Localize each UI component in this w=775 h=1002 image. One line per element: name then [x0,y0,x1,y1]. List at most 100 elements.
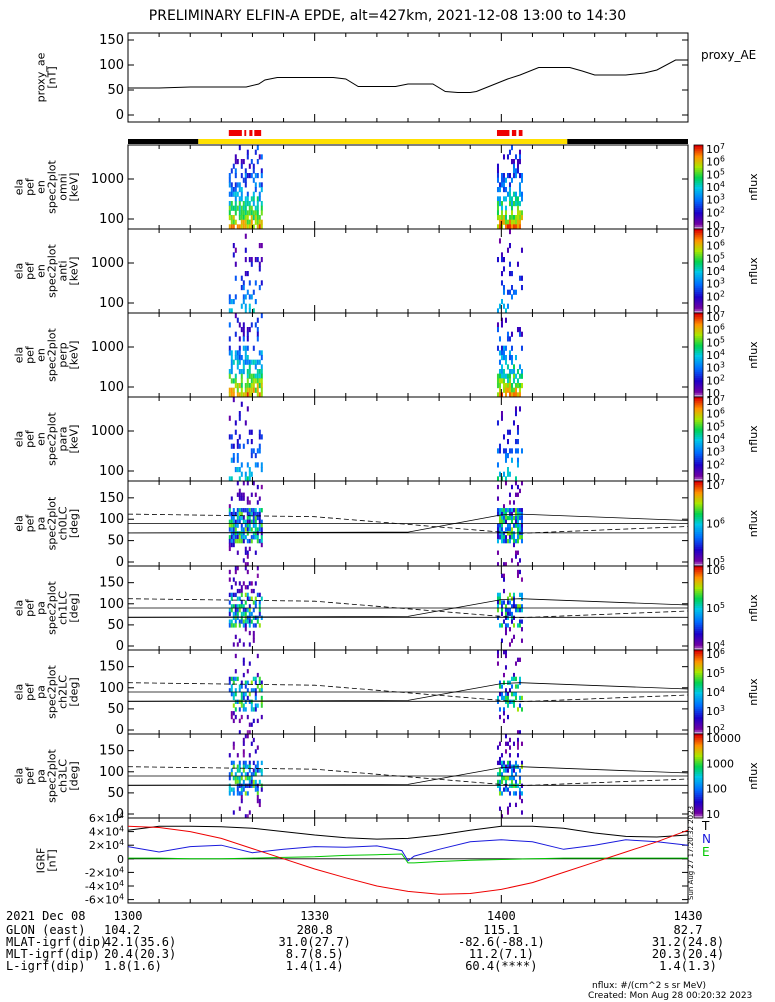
spectro-cell [242,205,245,211]
spectro-cell [244,182,247,188]
spectro-cell [242,611,245,617]
spectro-cell [232,642,235,647]
colorbar-cell [694,336,703,339]
spectro-cell [246,585,249,590]
spectro-cell [260,210,263,216]
pa_ch1-ylabel: pa [35,601,48,615]
colorbar-cell [694,277,703,280]
spectro-cell [510,699,513,704]
spectro-cell [510,535,513,540]
spectro-cell [256,653,259,659]
spectro-cell [258,224,261,230]
spectro-cell [240,303,243,309]
spectro-cell [516,369,519,375]
spectro-cell [258,215,261,221]
spectro-cell [240,508,243,513]
spectro-cell [252,707,255,712]
colorbar-cell [694,224,703,228]
colorbar-tick-label: 105 [706,666,725,680]
colorbar-cell [694,704,703,708]
en_perp-ylabel: pef [24,345,37,364]
spectro-cell [512,191,515,197]
spectro-cell [518,768,521,773]
spectro-cell [240,191,243,197]
spectro-cell [510,611,513,617]
spectro-cell [240,776,243,781]
spectro-cell [260,224,263,230]
spectro-cell [500,350,503,356]
colorbar-cell [694,784,703,787]
spectro-cell [254,210,257,216]
colorbar-cell [694,359,703,362]
spectro-cell [228,308,231,314]
spectro-cell [256,783,259,788]
ephem-value: 60.4(****) [465,959,537,973]
spectro-cell [508,350,511,356]
spectro-cell [238,467,241,473]
proxy-ae-line [128,59,688,93]
colorbar-cell [694,283,703,287]
spectro-cell [506,760,509,766]
ephem-value: 31.0(27.7) [279,935,351,949]
spectro-cell [508,215,511,221]
colorbar-cell [694,212,703,215]
colorbar-cell [694,738,703,741]
spectro-cell [254,205,257,211]
spectro-cell [258,191,261,197]
colorbar-tick-label: 102 [706,205,725,219]
spectro-cell [238,604,241,609]
spectro-cell [512,224,515,230]
spectro-cell [242,322,245,328]
spectro-cell [502,182,505,188]
spectro-cell [514,173,517,179]
colorbar-cell [694,279,703,282]
spectro-cell [244,392,247,398]
spectro-cell [250,453,253,459]
spectro-cell [228,294,231,300]
spectro-cell [508,492,511,497]
colorbar-cell [694,445,703,448]
ephem-value: 11.2(7.1) [469,947,534,961]
spectro-cell [518,527,521,532]
spectro-cell [504,768,507,773]
spectro-cell [520,448,523,454]
spectro-cell [228,753,231,758]
spectro-cell [242,224,245,230]
spectro-cell [236,392,239,398]
spectro-cell [518,523,521,528]
spectro-cell [250,772,253,777]
spectro-cell [232,745,235,750]
spectro-cell [520,275,523,281]
spectro-cell [508,699,511,704]
spectro-cell [240,373,243,379]
spectro-cell [232,397,235,403]
en_omni-ylabel: [keV] [68,173,81,202]
spectro-cell [244,387,247,393]
colorbar-cell [694,178,703,182]
spectro-cell [498,201,501,207]
spectro-cell [242,760,245,766]
colorbar-label: nflux [747,257,760,285]
colorbar-cell [694,415,703,419]
spectro-cell [232,519,235,524]
igrf-series-E [128,853,688,864]
spectro-cell [500,257,503,263]
colorbar-cell [694,761,703,764]
colorbar-cell [694,790,703,794]
spectro-cell [512,623,515,628]
spectro-cell [228,538,231,544]
spectro-cell [228,511,231,517]
spectro-cell [228,299,231,305]
spectro-cell [502,519,505,524]
spectro-cell [228,772,231,777]
spectro-cell [496,523,499,528]
colorbar-cell [694,660,703,664]
spectro-cell [508,531,511,536]
units-note: nflux: #/(cm^2 s sr MeV) [592,981,706,991]
spectro-cell [258,680,261,685]
colorbar-cell [694,447,703,450]
spectro-cell [258,373,261,379]
spectro-cell [258,261,261,267]
spectro-cell [240,205,243,211]
colorbar-cell [694,252,703,255]
